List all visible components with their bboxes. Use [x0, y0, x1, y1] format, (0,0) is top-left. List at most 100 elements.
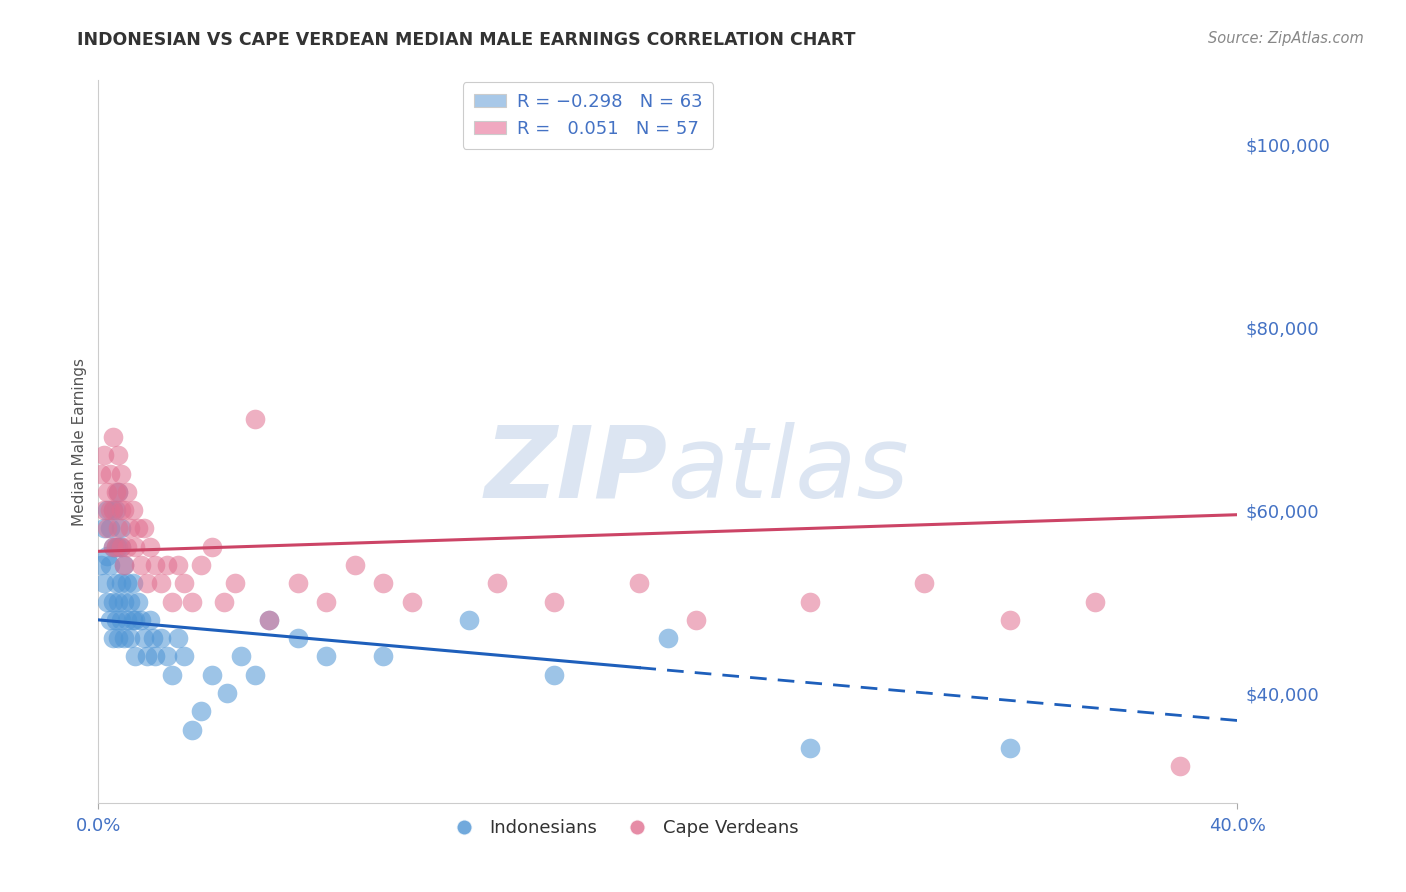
Point: [124, 649, 146, 664]
Point: [112, 594, 135, 608]
Point: [799, 594, 821, 608]
Point: [1170, 759, 1192, 773]
Point: [110, 576, 132, 591]
Point: [201, 540, 224, 554]
Point: [110, 613, 132, 627]
Point: [127, 521, 149, 535]
Point: [243, 667, 266, 681]
Point: [107, 448, 129, 462]
Point: [315, 594, 337, 608]
Point: [138, 540, 160, 554]
Point: [101, 503, 124, 517]
Point: [98, 613, 121, 627]
Point: [98, 467, 121, 481]
Point: [96, 484, 118, 499]
Point: [110, 540, 132, 554]
Y-axis label: Median Male Earnings: Median Male Earnings: [72, 358, 87, 525]
Point: [167, 558, 190, 572]
Point: [212, 594, 235, 608]
Point: [373, 649, 395, 664]
Point: [259, 613, 281, 627]
Point: [141, 631, 163, 645]
Point: [107, 631, 129, 645]
Point: [104, 576, 127, 591]
Point: [287, 576, 309, 591]
Point: [259, 613, 281, 627]
Point: [112, 558, 135, 572]
Point: [135, 576, 157, 591]
Point: [115, 484, 138, 499]
Point: [685, 613, 707, 627]
Point: [98, 503, 121, 517]
Point: [121, 613, 143, 627]
Point: [118, 521, 141, 535]
Point: [107, 521, 129, 535]
Point: [115, 613, 138, 627]
Point: [90, 558, 112, 572]
Point: [129, 558, 152, 572]
Point: [401, 594, 423, 608]
Point: [486, 576, 509, 591]
Point: [162, 594, 184, 608]
Point: [132, 521, 155, 535]
Point: [110, 503, 132, 517]
Point: [121, 503, 143, 517]
Point: [167, 631, 190, 645]
Point: [112, 503, 135, 517]
Point: [98, 558, 121, 572]
Point: [118, 594, 141, 608]
Point: [145, 558, 167, 572]
Point: [181, 594, 204, 608]
Point: [162, 667, 184, 681]
Point: [110, 467, 132, 481]
Point: [799, 740, 821, 755]
Point: [173, 576, 195, 591]
Point: [115, 576, 138, 591]
Point: [156, 649, 179, 664]
Point: [98, 521, 121, 535]
Point: [343, 558, 366, 572]
Point: [107, 484, 129, 499]
Point: [998, 613, 1021, 627]
Point: [543, 667, 565, 681]
Point: [101, 631, 124, 645]
Point: [190, 704, 212, 718]
Point: [112, 558, 135, 572]
Text: INDONESIAN VS CAPE VERDEAN MEDIAN MALE EARNINGS CORRELATION CHART: INDONESIAN VS CAPE VERDEAN MEDIAN MALE E…: [77, 31, 856, 49]
Point: [150, 631, 173, 645]
Point: [181, 723, 204, 737]
Point: [93, 576, 115, 591]
Point: [1084, 594, 1107, 608]
Point: [101, 430, 124, 444]
Point: [115, 540, 138, 554]
Point: [96, 549, 118, 563]
Point: [110, 521, 132, 535]
Point: [104, 613, 127, 627]
Point: [90, 467, 112, 481]
Point: [229, 649, 252, 664]
Point: [112, 631, 135, 645]
Point: [101, 540, 124, 554]
Point: [243, 411, 266, 425]
Point: [135, 649, 157, 664]
Point: [150, 576, 173, 591]
Point: [215, 686, 238, 700]
Text: ZIP: ZIP: [485, 422, 668, 519]
Point: [96, 503, 118, 517]
Point: [138, 613, 160, 627]
Point: [93, 448, 115, 462]
Point: [657, 631, 679, 645]
Point: [104, 540, 127, 554]
Point: [96, 521, 118, 535]
Point: [132, 631, 155, 645]
Point: [104, 540, 127, 554]
Point: [173, 649, 195, 664]
Point: [118, 631, 141, 645]
Point: [628, 576, 651, 591]
Point: [96, 594, 118, 608]
Point: [93, 503, 115, 517]
Point: [104, 503, 127, 517]
Point: [315, 649, 337, 664]
Point: [373, 576, 395, 591]
Point: [121, 576, 143, 591]
